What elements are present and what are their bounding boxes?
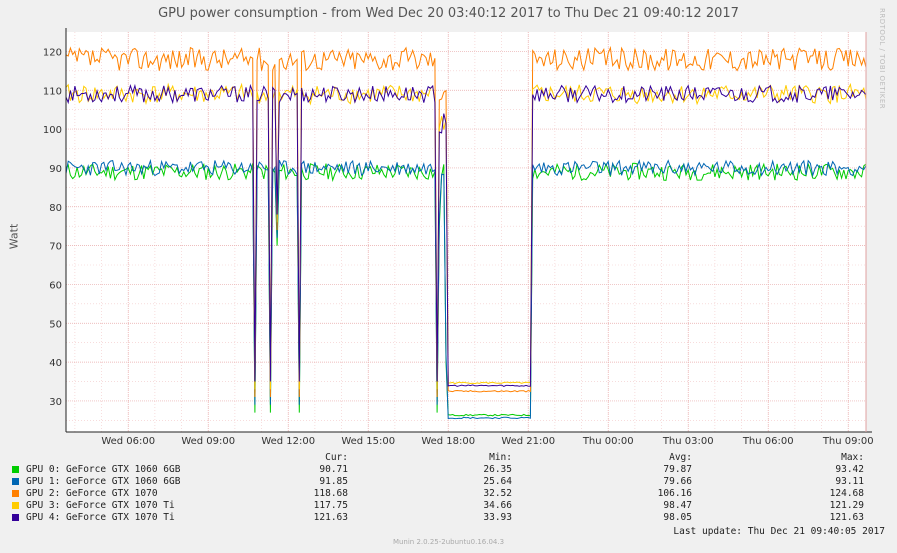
chart-title: GPU power consumption - from Wed Dec 20 … (158, 6, 739, 21)
legend-avg: 98.05 (663, 512, 692, 523)
legend-avg: 106.16 (657, 488, 692, 499)
legend-max: 121.29 (829, 500, 864, 511)
legend-swatch (12, 478, 19, 485)
legend-max: 121.63 (829, 512, 864, 523)
legend-swatch (12, 490, 19, 497)
legend-series-name: GPU 4: GeForce GTX 1070 Ti (26, 512, 175, 523)
legend-cur: 118.68 (313, 488, 348, 499)
legend-series-name: GPU 3: GeForce GTX 1070 Ti (26, 500, 175, 511)
legend-header-max: Max: (841, 452, 864, 463)
legend-series-name: GPU 0: GeForce GTX 1060 6GB (26, 464, 181, 475)
y-tick-label: 30 (49, 397, 62, 408)
x-tick-label: Wed 15:00 (341, 436, 395, 447)
y-tick-label: 90 (49, 164, 62, 175)
x-tick-label: Wed 06:00 (101, 436, 155, 447)
watermark-text: RRDTOOL / TOBI OETIKER (878, 8, 886, 110)
legend-avg: 98.47 (663, 500, 692, 511)
legend-swatch (12, 466, 19, 473)
y-tick-label: 50 (49, 319, 62, 330)
legend-cur: 121.63 (313, 512, 348, 523)
legend-cur: 91.85 (319, 476, 348, 487)
y-tick-label: 60 (49, 280, 62, 291)
y-tick-label: 110 (43, 86, 62, 97)
x-tick-label: Wed 18:00 (421, 436, 475, 447)
legend-series-name: GPU 2: GeForce GTX 1070 (26, 488, 158, 499)
rrdtool-watermark: RRDTOOL / TOBI OETIKER (878, 8, 892, 128)
legend-swatch (12, 514, 19, 521)
legend-header-cur: Cur: (325, 452, 348, 463)
legend-min: 25.64 (483, 476, 512, 487)
y-tick-label: 40 (49, 358, 62, 369)
legend-max: 124.68 (829, 488, 864, 499)
y-tick-label: 100 (43, 125, 62, 136)
x-tick-label: Thu 06:00 (742, 436, 794, 447)
legend-avg: 79.66 (663, 476, 692, 487)
legend-min: 33.93 (483, 512, 512, 523)
legend-swatch (12, 502, 19, 509)
legend-cur: 117.75 (313, 500, 348, 511)
last-update: Last update: Thu Dec 21 09:40:05 2017 (673, 526, 885, 537)
y-tick-label: 120 (43, 47, 62, 58)
series-line (65, 158, 867, 420)
x-tick-label: Thu 00:00 (582, 436, 634, 447)
legend-series-name: GPU 1: GeForce GTX 1060 6GB (26, 476, 181, 487)
legend-max: 93.11 (835, 476, 864, 487)
x-tick-label: Thu 09:00 (822, 436, 874, 447)
legend-min: 34.66 (483, 500, 512, 511)
munin-version-footer: Munin 2.0.25-2ubuntu0.16.04.3 (392, 538, 505, 546)
legend-avg: 79.87 (663, 464, 692, 475)
legend-cur: 90.71 (319, 464, 348, 475)
x-tick-label: Wed 21:00 (501, 436, 555, 447)
series-line (65, 83, 867, 387)
x-tick-label: Wed 09:00 (181, 436, 235, 447)
x-tick-label: Thu 03:00 (662, 436, 714, 447)
legend-max: 93.42 (835, 464, 864, 475)
legend-min: 26.35 (483, 464, 512, 475)
series-line (65, 161, 867, 417)
legend-header-avg: Avg: (669, 452, 692, 463)
y-tick-label: 70 (49, 242, 62, 253)
y-tick-label: 80 (49, 203, 62, 214)
x-tick-label: Wed 12:00 (261, 436, 315, 447)
legend-header-min: Min: (489, 452, 512, 463)
legend-min: 32.52 (483, 488, 512, 499)
series-line (65, 82, 867, 390)
series-line (65, 45, 867, 398)
